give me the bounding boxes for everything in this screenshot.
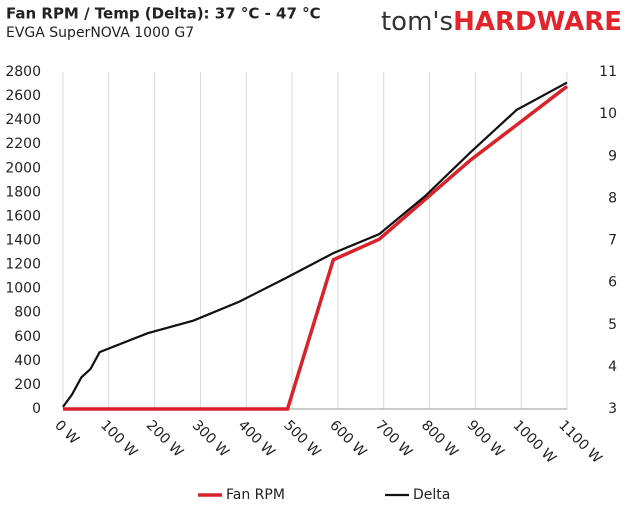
y2-tick-label: 6: [608, 275, 617, 291]
x-tick-label: 700 W: [372, 417, 415, 460]
y2-tick-label: 10: [599, 106, 617, 122]
x-tick-label: 1100 W: [555, 417, 605, 467]
y-tick-label: 2000: [5, 160, 41, 176]
y-tick-label: 2800: [5, 64, 41, 80]
x-tick-label: 900 W: [464, 417, 507, 460]
y2-tick-label: 7: [608, 233, 617, 249]
y-tick-label: 200: [14, 377, 41, 393]
y2-tick-label: 11: [599, 64, 617, 80]
y2-tick-label: 5: [608, 317, 617, 333]
x-tick-label: 500 W: [280, 417, 323, 460]
x-tick-label: 600 W: [326, 417, 369, 460]
y-tick-label: 1200: [5, 257, 41, 273]
x-tick-label: 300 W: [189, 417, 232, 460]
y-tick-label: 1000: [5, 281, 41, 297]
x-tick-label: 1000 W: [510, 417, 560, 467]
legend-label: Fan RPM: [226, 487, 285, 503]
y2-tick-label: 4: [608, 359, 617, 375]
y-tick-label: 2200: [5, 136, 41, 152]
y-tick-label: 1800: [5, 184, 41, 200]
x-tick-label: 400 W: [235, 417, 278, 460]
y-tick-label: 400: [14, 353, 41, 369]
x-tick-label: 100 W: [97, 417, 140, 460]
logo-right: HARDWARE: [453, 7, 622, 37]
x-tick-label: 0 W: [51, 417, 82, 448]
y-tick-label: 1400: [5, 233, 41, 249]
y-tick-label: 1600: [5, 208, 41, 224]
line-series: [63, 85, 569, 411]
y-tick-label: 600: [14, 329, 41, 345]
y-tick-label: 2400: [5, 112, 41, 128]
y-tick-label: 0: [32, 401, 41, 417]
logo-left: tom's: [381, 7, 453, 37]
line-series: [62, 81, 568, 408]
chart-title: Fan RPM / Temp (Delta): 37 °C - 47 °C: [6, 5, 321, 23]
legend-label: Delta: [413, 487, 450, 503]
x-tick-label: 200 W: [143, 417, 186, 460]
y2-tick-label: 8: [608, 190, 617, 206]
y-tick-label: 2600: [5, 88, 41, 104]
y2-tick-label: 3: [608, 401, 617, 417]
y2-tick-label: 9: [608, 148, 617, 164]
y-tick-label: 800: [14, 305, 41, 321]
x-tick-label: 800 W: [418, 417, 461, 460]
logo: tom'sHARDWARE: [381, 7, 622, 37]
chart-subtitle: EVGA SuperNOVA 1000 G7: [6, 25, 194, 41]
